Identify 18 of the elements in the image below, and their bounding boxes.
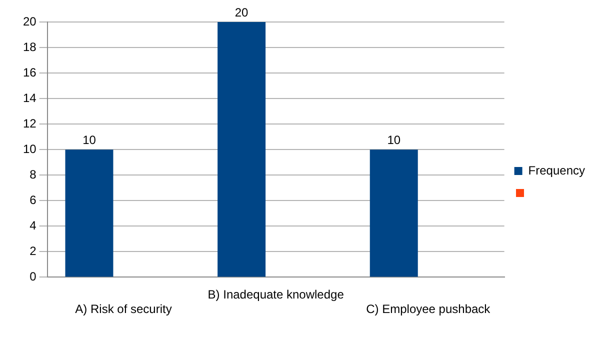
y-tick-label: 20 [22,14,37,28]
y-tick-label: 18 [22,40,37,54]
x-tick-label: B) Inadequate knowledge [208,288,344,302]
x-tick-label: C) Employee pushback [366,302,492,316]
data-label: 20 [234,5,249,20]
data-label: 10 [82,132,96,147]
y-tick-label: 8 [30,167,37,182]
y-tick-label: 0 [30,270,37,284]
data-label: 10 [387,132,401,147]
y-tick-label: 2 [30,244,37,258]
legend-label: Frequency [528,163,586,178]
y-tick-label: 4 [30,218,37,232]
y-tick-label: 16 [22,65,37,80]
x-tick-label: A) Risk of security [75,302,172,316]
y-tick-label: 14 [22,90,37,105]
y-tick-label: 10 [22,142,37,156]
y-tick-label: 12 [22,116,37,130]
y-tick-label: 6 [30,192,37,207]
